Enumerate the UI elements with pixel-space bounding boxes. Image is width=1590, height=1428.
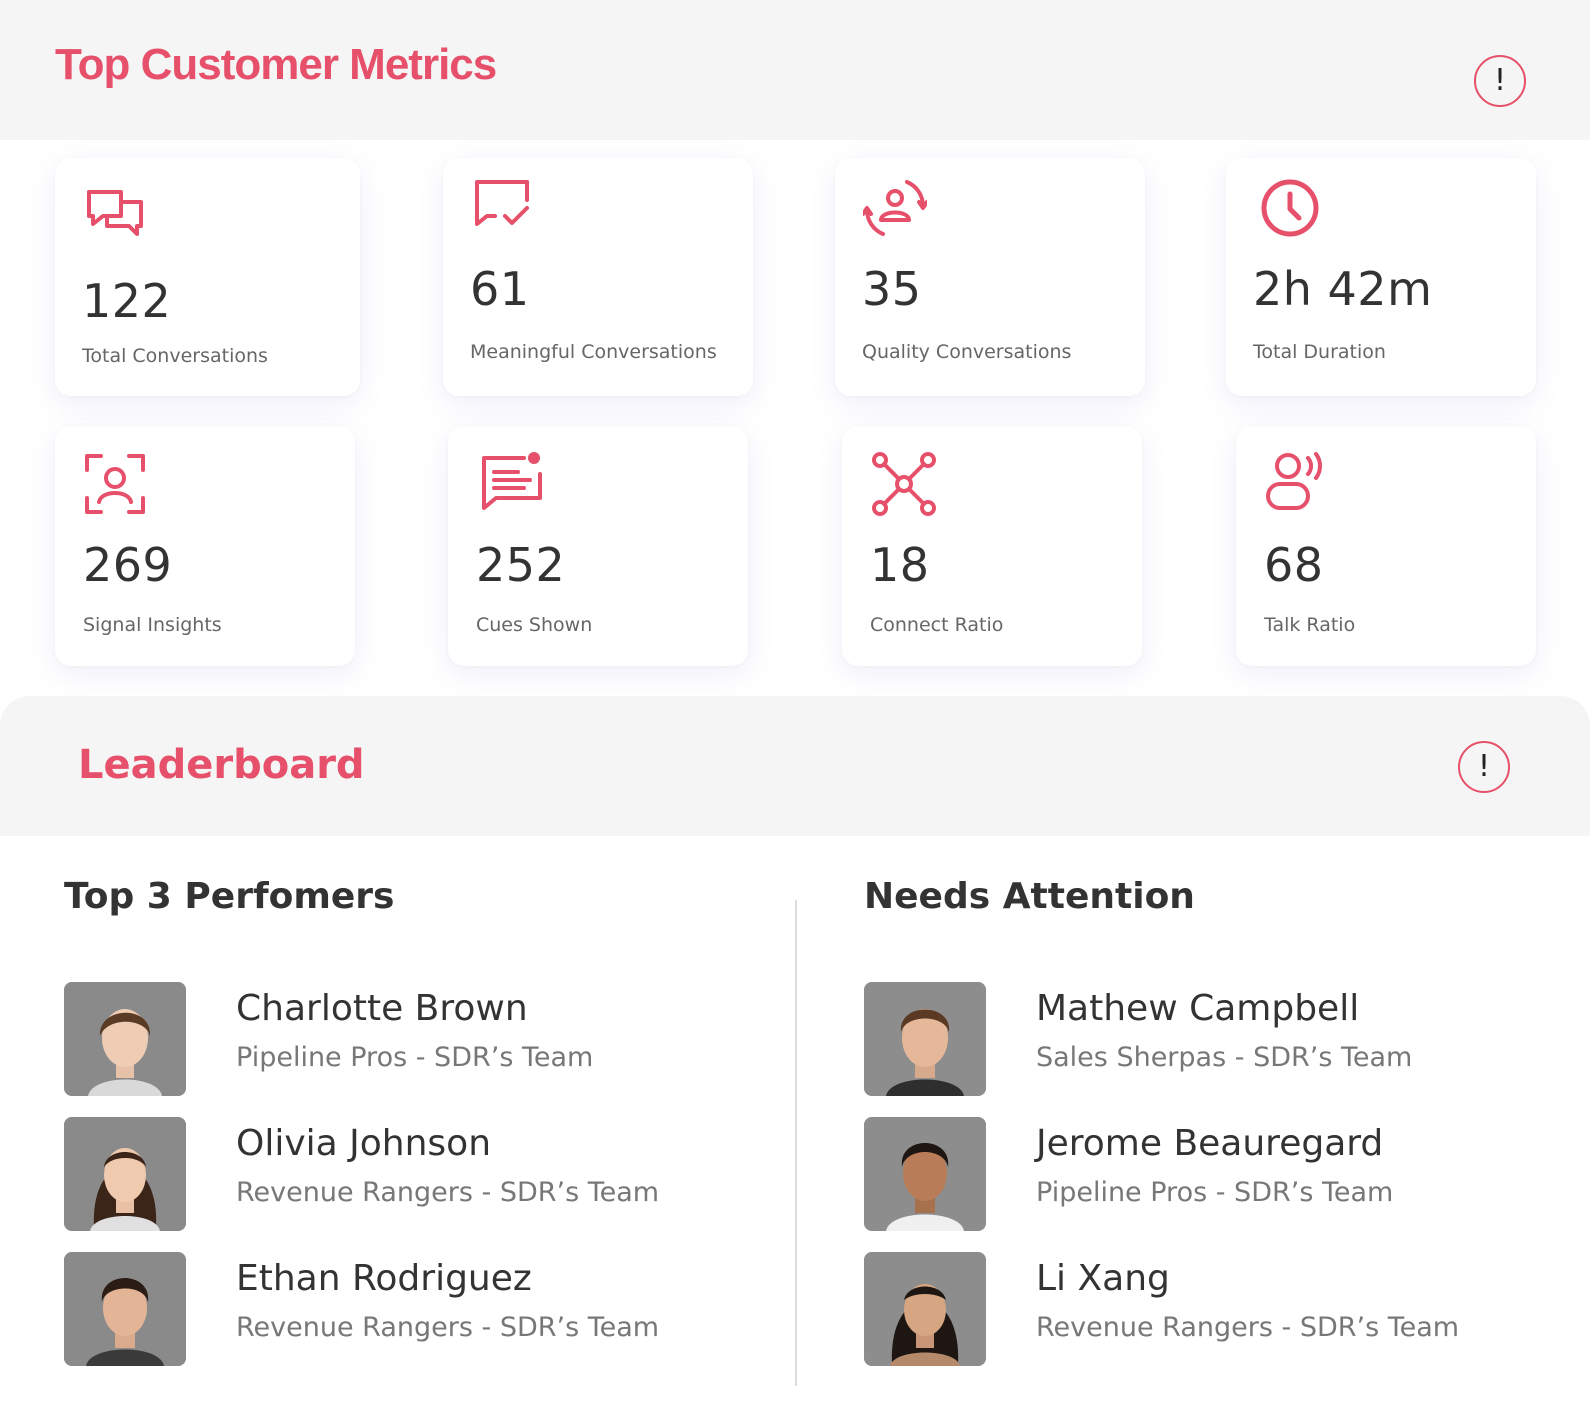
metric-value: 269	[83, 538, 173, 592]
clock-icon	[1258, 176, 1322, 240]
metric-card-cues-shown: 252 Cues Shown	[448, 426, 748, 666]
person-name: Mathew Campbell	[1036, 988, 1360, 1029]
person-name: Olivia Johnson	[236, 1123, 492, 1164]
person-team: Revenue Rangers - SDR’s Team	[1036, 1312, 1460, 1343]
column-divider	[795, 900, 797, 1386]
metric-card-meaningful-conversations: 61 Meaningful Conversations	[443, 158, 753, 396]
performer-row[interactable]: Charlotte Brown Pipeline Pros - SDR’s Te…	[64, 982, 744, 1096]
metric-label: Meaningful Conversations	[470, 341, 717, 363]
attention-row[interactable]: Li Xang Revenue Rangers - SDR’s Team	[864, 1252, 1544, 1366]
person-name: Ethan Rodriguez	[236, 1258, 532, 1299]
avatar	[864, 1252, 986, 1366]
avatar	[64, 982, 186, 1096]
user-refresh-icon	[863, 176, 927, 240]
person-team: Revenue Rangers - SDR’s Team	[236, 1312, 660, 1343]
person-team: Pipeline Pros - SDR’s Team	[1036, 1177, 1394, 1208]
metric-value: 18	[870, 538, 930, 592]
leaderboard-header	[0, 696, 1590, 836]
metric-label: Signal Insights	[83, 614, 222, 636]
metric-value: 61	[470, 262, 530, 316]
avatar	[64, 1117, 186, 1231]
metric-card-signal-insights: 269 Signal Insights	[55, 426, 355, 666]
metric-value: 2h 42m	[1253, 262, 1433, 316]
network-nodes-icon	[872, 452, 936, 516]
metric-label: Total Duration	[1253, 341, 1386, 363]
leaderboard-info-button[interactable]: !	[1458, 741, 1510, 793]
info-icon: !	[1477, 749, 1491, 784]
face-scan-icon	[83, 452, 147, 516]
top-performers-title: Top 3 Perfomers	[64, 876, 395, 917]
metric-card-talk-ratio: 68 Talk Ratio	[1236, 426, 1536, 666]
person-team: Pipeline Pros - SDR’s Team	[236, 1042, 594, 1073]
leaderboard-title: Leaderboard	[78, 742, 365, 788]
attention-row[interactable]: Mathew Campbell Sales Sherpas - SDR’s Te…	[864, 982, 1544, 1096]
metric-value: 252	[476, 538, 566, 592]
metric-label: Connect Ratio	[870, 614, 1004, 636]
metrics-header	[0, 0, 1590, 140]
metric-card-quality-conversations: 35 Quality Conversations	[835, 158, 1145, 396]
performer-row[interactable]: Olivia Johnson Revenue Rangers - SDR’s T…	[64, 1117, 744, 1231]
performer-row[interactable]: Ethan Rodriguez Revenue Rangers - SDR’s …	[64, 1252, 744, 1366]
person-name: Li Xang	[1036, 1258, 1170, 1299]
person-team: Sales Sherpas - SDR’s Team	[1036, 1042, 1413, 1073]
chat-check-icon	[471, 176, 535, 240]
metric-card-total-duration: 2h 42m Total Duration	[1226, 158, 1536, 396]
metric-label: Quality Conversations	[862, 341, 1072, 363]
person-team: Revenue Rangers - SDR’s Team	[236, 1177, 660, 1208]
metrics-title: Top Customer Metrics	[55, 40, 497, 89]
needs-attention-title: Needs Attention	[864, 876, 1195, 917]
metric-value: 122	[82, 274, 172, 328]
metric-card-total-conversations: 122 Total Conversations	[55, 158, 360, 396]
metrics-info-button[interactable]: !	[1474, 55, 1526, 107]
user-voice-icon	[1264, 450, 1328, 514]
attention-row[interactable]: Jerome Beauregard Pipeline Pros - SDR’s …	[864, 1117, 1544, 1231]
metric-card-connect-ratio: 18 Connect Ratio	[842, 426, 1142, 666]
person-name: Charlotte Brown	[236, 988, 528, 1029]
metric-label: Talk Ratio	[1264, 614, 1356, 636]
metric-label: Cues Shown	[476, 614, 593, 636]
avatar	[864, 982, 986, 1096]
metric-value: 35	[862, 262, 922, 316]
person-name: Jerome Beauregard	[1036, 1123, 1384, 1164]
avatar	[64, 1252, 186, 1366]
metric-label: Total Conversations	[82, 345, 268, 367]
chat-bubbles-icon	[83, 186, 147, 250]
metric-value: 68	[1264, 538, 1324, 592]
avatar	[864, 1117, 986, 1231]
info-icon: !	[1493, 63, 1507, 98]
message-notification-icon	[480, 450, 544, 514]
